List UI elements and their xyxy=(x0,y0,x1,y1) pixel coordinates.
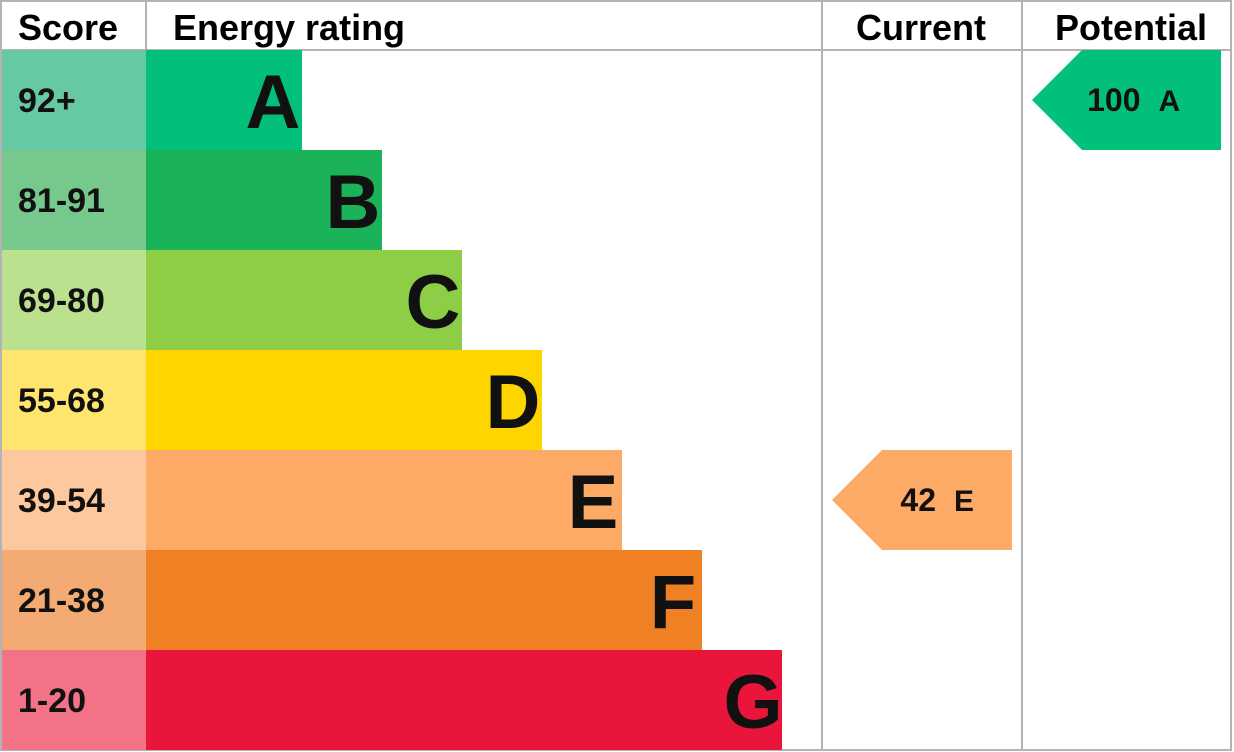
band-letter: E xyxy=(568,460,619,545)
band-bar xyxy=(146,550,702,650)
band-bar xyxy=(146,150,382,250)
band-c: 69-80 C xyxy=(2,250,462,350)
band-e: 39-54 E xyxy=(2,450,622,550)
score-range-label: 39-54 xyxy=(18,482,105,520)
current-column-header: Current xyxy=(856,7,986,48)
energy-rating-column-header: Energy rating xyxy=(173,7,405,48)
band-f: 21-38 F xyxy=(2,550,702,650)
potential-column-header: Potential xyxy=(1055,7,1207,48)
score-column-header: Score xyxy=(18,7,118,48)
band-letter: B xyxy=(326,160,381,245)
band-bar xyxy=(146,50,302,150)
band-letter: D xyxy=(486,360,541,445)
band-letter: F xyxy=(650,560,696,645)
header-row: Score Energy rating Current Potential xyxy=(18,7,1207,48)
score-range-label: 1-20 xyxy=(18,682,86,720)
score-range-label: 21-38 xyxy=(18,582,105,620)
score-range-label: 55-68 xyxy=(18,382,105,420)
band-letter: A xyxy=(246,60,301,145)
score-cell xyxy=(2,450,146,550)
pointer-value: 42 xyxy=(900,482,936,518)
score-cell xyxy=(2,350,146,450)
score-cell xyxy=(2,50,146,150)
band-b: 81-91 B xyxy=(2,150,382,250)
score-cell xyxy=(2,550,146,650)
band-g: 1-20 G xyxy=(2,650,783,750)
potential-rating-pointer: 100 A xyxy=(1032,50,1221,150)
pointer-letter: A xyxy=(1159,85,1181,118)
rating-bands: 92+ A 81-91 B 69-80 C 55-68 D 39-54 E 21-38 F 1-20 G xyxy=(2,50,783,750)
score-range-label: 69-80 xyxy=(18,282,105,320)
score-cell xyxy=(2,250,146,350)
pointer-value: 100 xyxy=(1087,82,1140,118)
band-d: 55-68 D xyxy=(2,350,542,450)
band-letter: G xyxy=(723,660,782,745)
score-range-label: 81-91 xyxy=(18,182,105,220)
pointer-letter: E xyxy=(954,485,974,518)
rating-pointers: 42 E 100 A xyxy=(832,50,1221,550)
band-bar xyxy=(146,450,622,550)
pointer-arrow xyxy=(1032,50,1221,150)
band-letter: C xyxy=(406,260,461,345)
band-bar xyxy=(146,350,542,450)
current-rating-pointer: 42 E xyxy=(832,450,1012,550)
score-cell xyxy=(2,650,146,750)
band-bar xyxy=(146,250,462,350)
band-bar xyxy=(146,650,782,750)
score-range-label: 92+ xyxy=(18,82,76,120)
pointer-arrow xyxy=(832,450,1012,550)
band-a: 92+ A xyxy=(2,50,302,150)
score-cell xyxy=(2,150,146,250)
